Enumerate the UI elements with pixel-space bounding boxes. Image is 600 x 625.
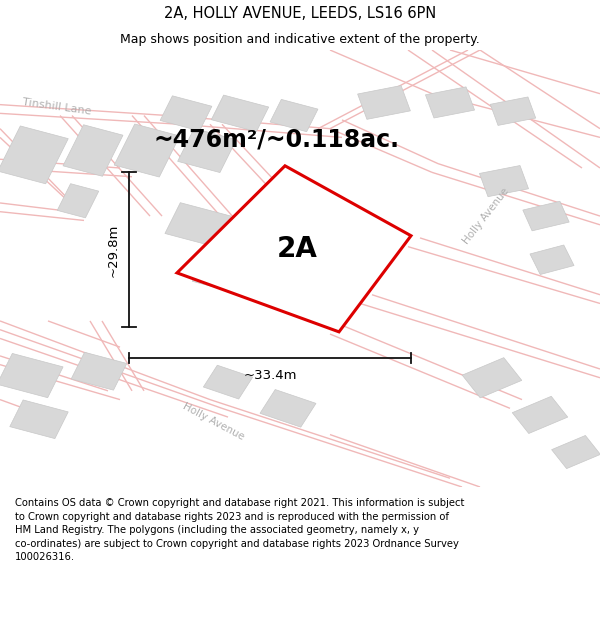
Text: ~476m²/~0.118ac.: ~476m²/~0.118ac. — [153, 127, 399, 152]
Text: 2A, HOLLY AVENUE, LEEDS, LS16 6PN: 2A, HOLLY AVENUE, LEEDS, LS16 6PN — [164, 6, 436, 21]
Text: 2A: 2A — [277, 235, 317, 263]
Text: Tinshill Lane: Tinshill Lane — [22, 97, 92, 117]
Polygon shape — [260, 389, 316, 427]
Polygon shape — [178, 129, 236, 173]
Polygon shape — [192, 253, 252, 293]
Polygon shape — [358, 86, 410, 119]
Text: Holly Avenue: Holly Avenue — [461, 186, 511, 246]
Polygon shape — [0, 354, 63, 398]
Polygon shape — [270, 99, 318, 132]
Polygon shape — [490, 97, 536, 126]
Polygon shape — [462, 357, 522, 398]
Polygon shape — [10, 400, 68, 439]
Polygon shape — [211, 95, 269, 132]
Polygon shape — [512, 396, 568, 434]
Polygon shape — [425, 87, 475, 118]
Polygon shape — [203, 365, 253, 399]
Text: Holly Avenue: Holly Avenue — [181, 401, 245, 442]
Polygon shape — [0, 126, 68, 184]
Polygon shape — [57, 184, 99, 218]
Polygon shape — [71, 352, 127, 390]
Polygon shape — [177, 166, 411, 332]
Text: Contains OS data © Crown copyright and database right 2021. This information is : Contains OS data © Crown copyright and d… — [15, 498, 464, 562]
Polygon shape — [165, 202, 231, 247]
Polygon shape — [63, 125, 123, 176]
Polygon shape — [230, 258, 286, 296]
Polygon shape — [160, 96, 212, 131]
Polygon shape — [551, 436, 600, 469]
Polygon shape — [530, 245, 574, 274]
Text: ~33.4m: ~33.4m — [243, 369, 297, 382]
Polygon shape — [479, 166, 529, 197]
Text: Map shows position and indicative extent of the property.: Map shows position and indicative extent… — [120, 32, 480, 46]
Polygon shape — [114, 124, 180, 177]
Polygon shape — [523, 201, 569, 231]
Text: ~29.8m: ~29.8m — [107, 223, 120, 277]
